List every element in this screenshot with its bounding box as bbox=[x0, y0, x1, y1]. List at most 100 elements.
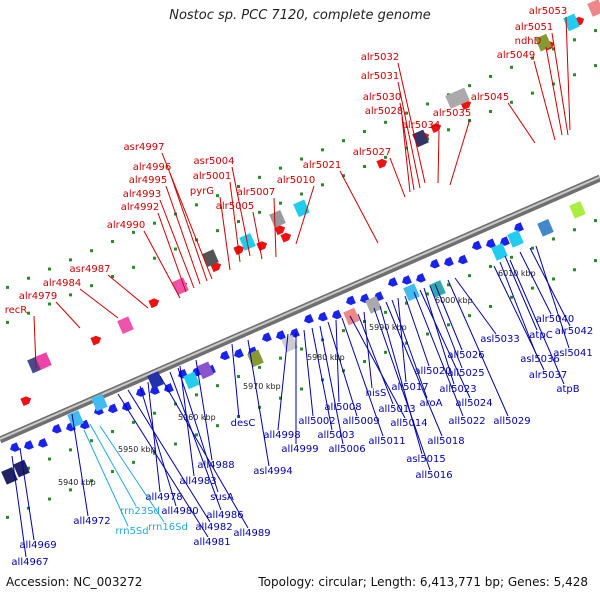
reverse-gene-arrow-shape bbox=[402, 275, 412, 285]
bottom-label-leader bbox=[179, 365, 195, 477]
top-gene-label: alr5021 bbox=[303, 160, 341, 171]
reverse-gene-box-shape bbox=[507, 230, 524, 248]
top-gene-label: recR bbox=[5, 305, 28, 316]
tick-mark bbox=[510, 295, 513, 299]
forward-gene-arrow bbox=[280, 232, 292, 243]
tick-mark bbox=[405, 146, 408, 150]
accession-text: Accession: NC_003272 bbox=[6, 575, 143, 589]
reverse-gene-arrow bbox=[444, 256, 454, 267]
bottom-gene-label: alr5042 bbox=[555, 326, 593, 337]
reverse-gene-arrow bbox=[388, 277, 398, 287]
reverse-gene-arrow-shape bbox=[388, 277, 398, 287]
reverse-gene-arrow bbox=[136, 387, 146, 397]
tick-mark bbox=[111, 430, 114, 434]
bottom-label-leader bbox=[447, 279, 509, 417]
reverse-gene-arrow-shape bbox=[220, 350, 230, 361]
bottom-gene-label: all4998 bbox=[263, 430, 300, 441]
bottom-label-leader bbox=[509, 259, 565, 385]
forward-gene-box bbox=[202, 249, 219, 267]
reverse-gene-arrow bbox=[346, 295, 356, 306]
tick-mark bbox=[405, 111, 408, 115]
reverse-gene-box bbox=[537, 218, 554, 237]
tick-mark bbox=[510, 100, 513, 104]
reverse-gene-arrow-shape bbox=[290, 328, 300, 338]
top-label-leader bbox=[533, 60, 556, 141]
bottom-gene-label: all5029 bbox=[493, 416, 530, 427]
reverse-gene-box-shape bbox=[281, 334, 298, 353]
bottom-label-leader bbox=[504, 255, 538, 331]
top-label-leader bbox=[143, 230, 181, 299]
reverse-gene-box-shape bbox=[491, 243, 508, 261]
bottom-label-leader bbox=[379, 305, 423, 455]
tick-mark bbox=[552, 47, 555, 51]
reverse-gene-box bbox=[183, 371, 200, 390]
bottom-label-leader bbox=[391, 299, 428, 399]
bottom-gene-label: alr5040 bbox=[536, 314, 574, 325]
tick-mark bbox=[426, 292, 429, 296]
reverse-gene-box bbox=[91, 393, 108, 412]
bottom-label-leader bbox=[385, 301, 443, 437]
tick-mark bbox=[594, 259, 597, 263]
bottom-gene-label: all4988 bbox=[197, 460, 234, 471]
forward-gene-box bbox=[269, 210, 286, 228]
tick-mark bbox=[447, 323, 450, 327]
reverse-gene-arrow bbox=[164, 383, 174, 393]
bottom-label-leader bbox=[127, 389, 211, 523]
forward-gene-box bbox=[35, 352, 52, 370]
bottom-gene-label: asl4994 bbox=[253, 466, 293, 477]
tick-mark bbox=[153, 256, 156, 260]
bottom-gene-label: desC bbox=[231, 418, 256, 429]
tick-mark bbox=[237, 185, 240, 189]
tick-mark bbox=[405, 301, 408, 305]
kbp-label: 5950 kbp bbox=[118, 445, 156, 454]
bottom-label-leader bbox=[429, 285, 463, 369]
tick-mark bbox=[531, 286, 534, 290]
tick-mark bbox=[594, 64, 597, 68]
bottom-gene-label: all5025 bbox=[447, 368, 484, 379]
forward-gene-arrow-shape bbox=[430, 123, 442, 134]
top-gene-label: alr5010 bbox=[277, 175, 315, 186]
reverse-gene-arrow-shape bbox=[416, 273, 426, 283]
bottom-label-leader bbox=[499, 261, 537, 355]
reverse-gene-arrow-shape bbox=[164, 383, 174, 393]
top-gene-label: alr5051 bbox=[515, 22, 553, 33]
tick-mark bbox=[510, 65, 513, 69]
bottom-label-leader bbox=[19, 447, 35, 541]
reverse-gene-arrow bbox=[486, 238, 496, 249]
bottom-label-leader bbox=[169, 371, 222, 511]
forward-gene-arrow bbox=[90, 335, 102, 346]
bottom-label-leader bbox=[71, 413, 89, 517]
reverse-gene-arrow-shape bbox=[444, 256, 454, 267]
forward-gene-arrow-shape bbox=[20, 396, 32, 407]
top-gene-label: alr5035 bbox=[433, 108, 471, 119]
top-label-leader bbox=[397, 62, 426, 184]
bottom-gene-label: all5023 bbox=[439, 384, 476, 395]
tick-mark bbox=[258, 210, 261, 214]
bottom-gene-label: asl5033 bbox=[480, 334, 520, 345]
reverse-gene-arrow-shape bbox=[500, 236, 510, 246]
forward-gene-box-shape bbox=[535, 33, 552, 52]
reverse-gene-arrow bbox=[24, 440, 34, 450]
tick-mark bbox=[111, 275, 114, 279]
tick-mark bbox=[300, 387, 303, 391]
top-gene-label: alr4996 bbox=[133, 162, 171, 173]
top-gene-label: pyrG bbox=[190, 186, 214, 197]
top-gene-label: alr5049 bbox=[497, 50, 535, 61]
bottom-gene-label: all5022 bbox=[448, 416, 485, 427]
reverse-gene-arrow bbox=[514, 222, 524, 232]
bottom-label-leader bbox=[335, 319, 340, 403]
bottom-label-leader bbox=[404, 295, 430, 367]
tick-mark bbox=[300, 347, 303, 351]
top-label-leader bbox=[252, 211, 263, 260]
top-gene-label: alr4979 bbox=[19, 291, 57, 302]
bottom-label-leader bbox=[319, 325, 344, 445]
tick-mark bbox=[216, 194, 219, 198]
reverse-gene-arrow-shape bbox=[472, 240, 482, 251]
top-label-leader bbox=[79, 288, 119, 319]
bottom-label-leader bbox=[349, 315, 406, 419]
reverse-gene-arrow-shape bbox=[108, 403, 118, 414]
reverse-gene-box bbox=[491, 243, 508, 261]
tick-mark bbox=[195, 433, 198, 437]
bottom-label-leader bbox=[373, 307, 431, 471]
forward-gene-box bbox=[117, 316, 134, 335]
